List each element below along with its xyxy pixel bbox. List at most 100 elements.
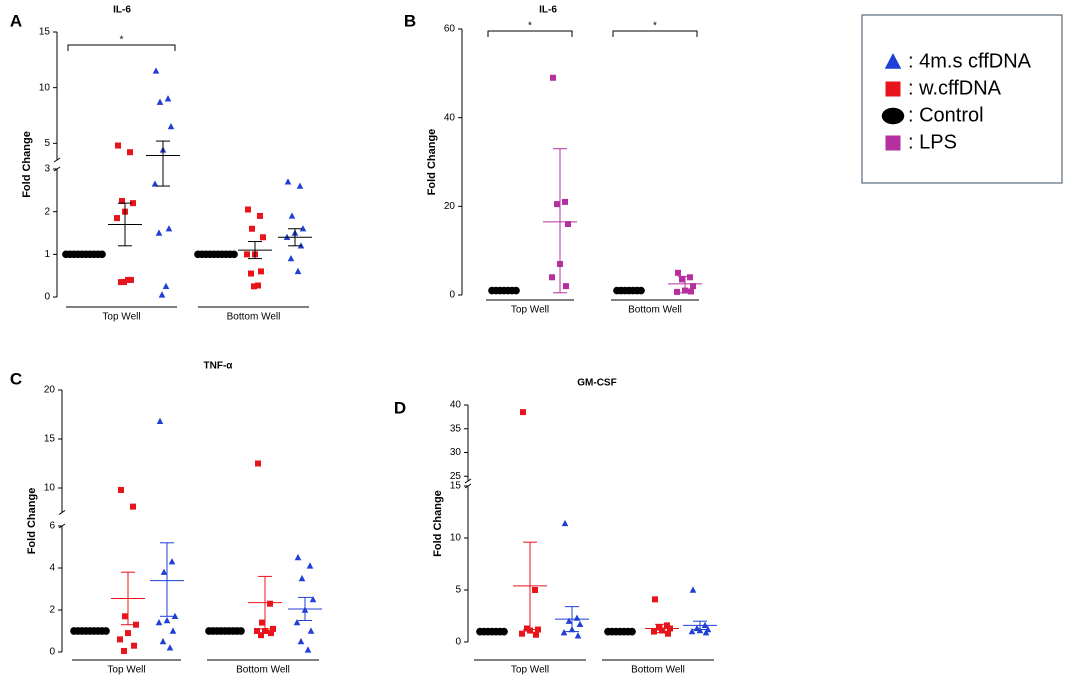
point — [293, 619, 301, 626]
point — [550, 74, 556, 81]
point — [159, 637, 167, 645]
point — [690, 283, 696, 290]
point — [155, 229, 163, 236]
y-tick-label: 0 — [455, 637, 461, 648]
y-tick-label: 15 — [450, 481, 462, 492]
point — [130, 503, 136, 510]
point — [304, 646, 312, 653]
point — [151, 180, 159, 187]
panel-letter: B — [404, 11, 416, 30]
panel-letter: D — [394, 398, 406, 417]
point — [262, 628, 268, 634]
y-tick-label: 30 — [450, 447, 462, 458]
point — [687, 274, 693, 281]
axis-break — [464, 478, 472, 484]
y-tick-label: 0 — [44, 292, 50, 303]
well-label: Bottom Well — [631, 665, 685, 676]
well-label: Top Well — [107, 665, 145, 676]
point — [125, 276, 131, 283]
point — [130, 200, 136, 207]
point — [165, 225, 173, 232]
point — [245, 206, 251, 213]
point — [674, 288, 680, 295]
point — [656, 624, 662, 631]
significance-bracket — [67, 44, 176, 51]
y-tick-label: 15 — [39, 27, 51, 38]
legend-marker — [885, 135, 901, 151]
point — [166, 644, 174, 651]
legend-marker — [884, 53, 902, 69]
point — [133, 621, 139, 628]
legend-marker — [881, 107, 905, 125]
point — [152, 67, 160, 74]
point — [702, 629, 710, 636]
point — [696, 626, 704, 634]
y-tick-label: 40 — [444, 112, 456, 123]
y-axis-label: Fold Change — [426, 129, 438, 196]
y-tick-label: 20 — [444, 201, 456, 212]
point — [284, 178, 292, 185]
point — [651, 628, 657, 635]
axis-break — [58, 510, 66, 515]
point — [171, 612, 179, 619]
point — [563, 283, 569, 290]
point — [102, 627, 110, 635]
point — [127, 149, 133, 156]
y-tick-label: 10 — [39, 82, 51, 93]
point — [167, 123, 175, 130]
point — [549, 274, 555, 281]
point — [168, 558, 176, 565]
point — [299, 225, 307, 232]
well-label: Bottom Well — [236, 665, 290, 676]
point — [98, 250, 106, 259]
point — [115, 142, 121, 149]
significance-label: * — [528, 21, 532, 32]
y-tick-label: 25 — [450, 471, 462, 482]
point — [162, 282, 170, 290]
legend-marker — [885, 81, 901, 97]
point — [520, 409, 526, 416]
point — [565, 617, 573, 624]
point — [637, 286, 645, 295]
y-tick-label: 10 — [44, 483, 56, 494]
legend-label: : Control — [908, 104, 984, 126]
point — [574, 632, 582, 639]
point — [512, 286, 520, 295]
well-label: Top Well — [102, 312, 140, 323]
y-tick-label: 0 — [449, 290, 455, 301]
y-tick-label: 2 — [44, 206, 50, 217]
significance-bracket — [612, 30, 698, 37]
point — [230, 250, 238, 259]
point — [114, 215, 120, 222]
point — [237, 627, 245, 635]
point — [156, 98, 164, 105]
point — [267, 600, 273, 607]
y-tick-label: 10 — [450, 533, 462, 544]
point — [255, 460, 261, 467]
point — [560, 629, 568, 636]
y-tick-label: 35 — [450, 423, 462, 434]
legend-label: : w.cffDNA — [908, 77, 1002, 99]
point — [131, 642, 137, 649]
well-label: Bottom Well — [227, 312, 281, 323]
point — [535, 626, 541, 633]
point — [121, 279, 127, 286]
point — [562, 198, 568, 205]
point — [628, 627, 636, 636]
point — [527, 627, 533, 634]
y-tick-label: 2 — [49, 605, 55, 616]
well-label: Top Well — [511, 665, 549, 676]
point — [689, 586, 697, 593]
point — [249, 225, 255, 232]
point — [675, 269, 681, 276]
point — [688, 288, 694, 295]
y-axis-label: Fold Change — [432, 490, 444, 557]
y-tick-label: 3 — [44, 164, 50, 175]
legend-label: : 4m.s cffDNA — [908, 50, 1032, 72]
y-axis-label: Fold Change — [26, 488, 38, 555]
point — [298, 574, 306, 582]
axis-break — [58, 523, 66, 529]
point — [565, 221, 571, 228]
point — [156, 417, 164, 425]
point — [260, 234, 266, 241]
